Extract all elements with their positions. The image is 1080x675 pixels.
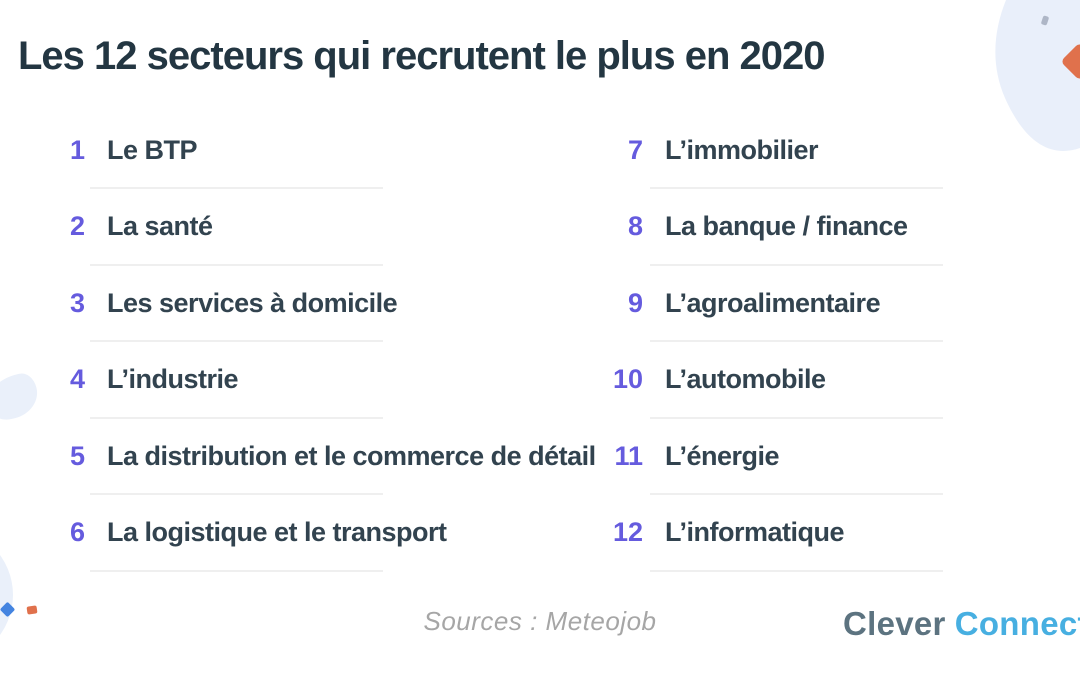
divider: [650, 187, 943, 189]
divider: [650, 340, 943, 342]
blob-left-edge-icon: [0, 370, 43, 424]
blob-bottom-left-icon: [0, 527, 13, 663]
item-number: 2: [69, 211, 85, 241]
item-number: 3: [69, 287, 85, 318]
item-label: La banque / finance: [665, 211, 908, 241]
sources-caption: Sources : Meteojob: [423, 606, 657, 636]
item-label: Le BTP: [107, 134, 198, 165]
divider: [90, 263, 383, 266]
item-label: L’agroalimentaire: [665, 287, 881, 318]
list-item: 7 L’immobilier: [598, 123, 978, 200]
list-item: 5 La distribution et le commerce de déta…: [40, 429, 596, 506]
list-item: 9 L’agroalimentaire: [598, 276, 978, 353]
item-number: 8: [627, 211, 643, 241]
divider: [650, 263, 943, 266]
list-item: 3 Les services à domicile: [40, 276, 420, 353]
list-item: 11 L’énergie: [598, 429, 978, 506]
page-title: Les 12 secteurs qui recrutent le plus en…: [18, 34, 825, 78]
item-number: 4: [69, 364, 85, 394]
divider: [650, 493, 943, 495]
blob-top-right-icon: [995, 0, 1080, 151]
divider: [650, 416, 943, 419]
item-label: L’énergie: [665, 440, 780, 471]
item-label: L’automobile: [665, 364, 826, 394]
item-label: Les services à domicile: [107, 287, 398, 318]
list-item: 10 L’automobile: [598, 353, 978, 430]
item-number: 11: [614, 440, 643, 471]
divider: [650, 569, 943, 572]
list-item: 8 La banque / finance: [598, 200, 978, 277]
item-number: 7: [627, 134, 643, 165]
item-number: 5: [69, 440, 85, 471]
triangle-orange-icon: [1060, 42, 1080, 81]
dot-gray-icon: [1040, 15, 1050, 26]
item-label: L’informatique: [665, 517, 845, 547]
item-number: 9: [627, 287, 643, 318]
item-label: La distribution et le commerce de détail: [107, 440, 596, 471]
list-item: 4 L’industrie: [40, 353, 420, 430]
divider: [90, 340, 383, 342]
cleverconnect-logo: Clever Connect: [843, 605, 1080, 643]
divider: [90, 493, 383, 495]
logo-clever-text: Clever: [843, 605, 946, 642]
item-number: 10: [612, 364, 643, 394]
item-label: L’immobilier: [665, 134, 819, 165]
item-number: 6: [69, 517, 85, 547]
item-number: 1: [69, 134, 85, 165]
list-item: 6 La logistique et le transport: [40, 506, 447, 583]
sector-list-left-column: 1 Le BTP 2 La santé 3 Les services à dom…: [40, 123, 596, 583]
item-number: 12: [612, 517, 643, 547]
item-label: L’industrie: [107, 364, 239, 394]
divider: [90, 569, 383, 572]
item-label: La logistique et le transport: [107, 517, 447, 547]
logo-connect-text: Connect: [954, 605, 1080, 642]
item-label: La santé: [107, 211, 213, 241]
list-item: 12 L’informatique: [598, 506, 978, 583]
sector-list-right-column: 7 L’immobilier 8 La banque / finance 9 L…: [598, 123, 978, 582]
list-item: 1 Le BTP: [40, 123, 420, 200]
list-item: 2 La santé: [40, 200, 420, 277]
divider: [90, 187, 383, 189]
divider: [90, 416, 383, 419]
